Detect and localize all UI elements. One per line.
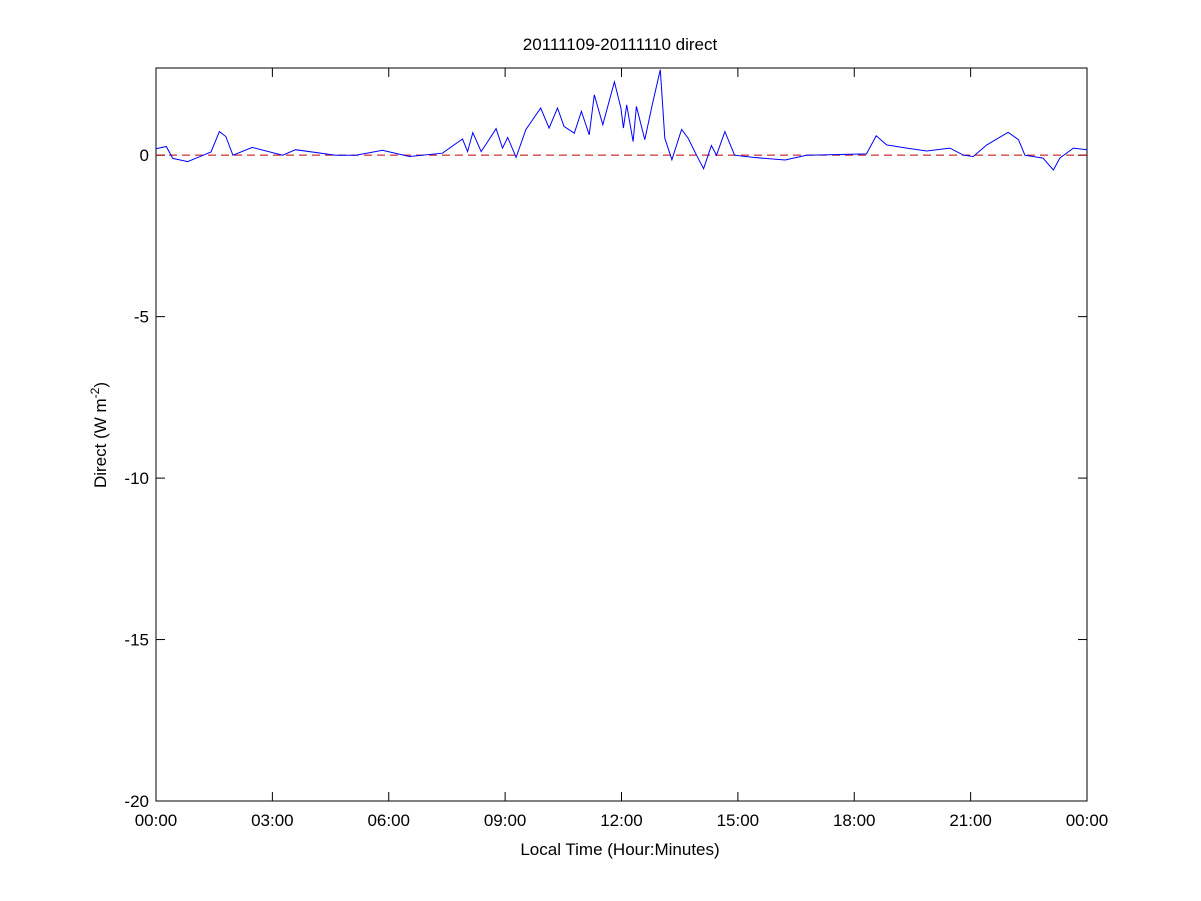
y-tick-label: -20 xyxy=(124,792,149,811)
chart-title: 20111109-20111110 direct xyxy=(523,35,718,54)
x-tick-label: 21:00 xyxy=(949,811,992,830)
y-tick-label: 0 xyxy=(140,146,149,165)
x-tick-label: 00:00 xyxy=(1066,811,1109,830)
y-tick-label: -10 xyxy=(124,469,149,488)
x-tick-label: 18:00 xyxy=(833,811,876,830)
x-axis-label: Local Time (Hour:Minutes) xyxy=(520,840,719,859)
x-tick-label: 15:00 xyxy=(717,811,760,830)
x-tick-label: 03:00 xyxy=(251,811,294,830)
x-tick-label: 00:00 xyxy=(135,811,178,830)
y-tick-label: -15 xyxy=(124,631,149,650)
x-tick-label: 09:00 xyxy=(484,811,527,830)
x-tick-label: 06:00 xyxy=(367,811,410,830)
y-axis-label: Direct (W m-2) xyxy=(88,382,110,488)
x-tick-label: 12:00 xyxy=(600,811,643,830)
plot-area xyxy=(155,67,1088,802)
series-line-direct xyxy=(155,69,1088,171)
y-tick-label: -5 xyxy=(134,308,149,327)
